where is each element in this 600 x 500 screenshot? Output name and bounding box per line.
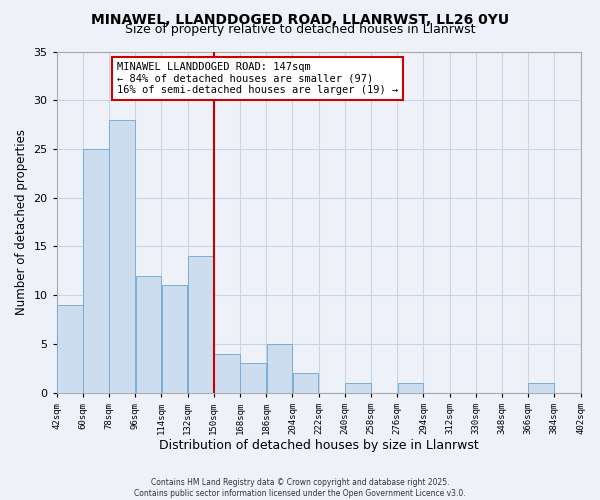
Text: MINAWEL LLANDDOGED ROAD: 147sqm
← 84% of detached houses are smaller (97)
16% of: MINAWEL LLANDDOGED ROAD: 147sqm ← 84% of… [117,62,398,95]
Bar [57,305,83,392]
Bar [266,344,292,393]
Text: MINAWEL, LLANDDOGED ROAD, LLANRWST, LL26 0YU: MINAWEL, LLANDDOGED ROAD, LLANRWST, LL26… [91,12,509,26]
Bar [109,120,135,392]
Y-axis label: Number of detached properties: Number of detached properties [15,129,28,315]
Text: Size of property relative to detached houses in Llanrwst: Size of property relative to detached ho… [125,22,475,36]
Bar [345,383,371,392]
Bar [136,276,161,392]
Bar [241,364,266,392]
Text: Contains HM Land Registry data © Crown copyright and database right 2025.
Contai: Contains HM Land Registry data © Crown c… [134,478,466,498]
Bar [293,373,318,392]
Bar [188,256,214,392]
Bar [529,383,554,392]
Bar [214,354,239,393]
Bar [398,383,423,392]
Bar [162,286,187,393]
Bar [83,149,109,392]
X-axis label: Distribution of detached houses by size in Llanrwst: Distribution of detached houses by size … [159,440,478,452]
